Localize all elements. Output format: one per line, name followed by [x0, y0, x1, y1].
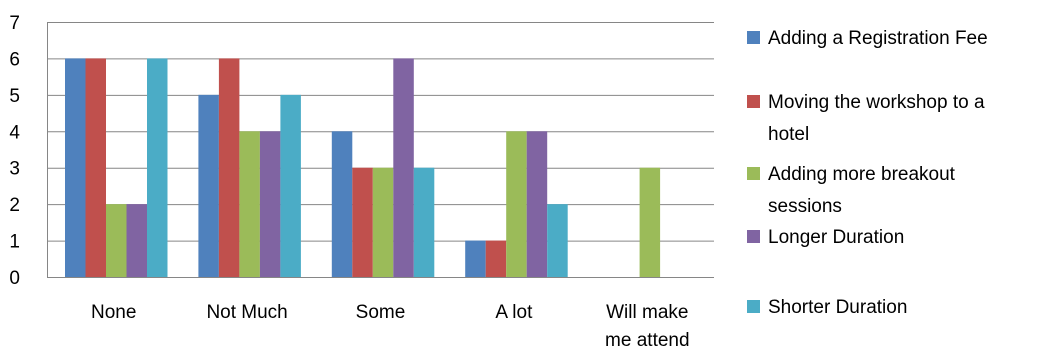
legend-label: Adding more breakout: [768, 164, 956, 185]
bar: [485, 240, 507, 277]
y-tick-label: 5: [9, 86, 20, 107]
y-tick-label: 4: [9, 122, 20, 143]
legend-label: sessions: [768, 196, 842, 217]
x-tick-label: Not Much: [206, 302, 287, 323]
legend-swatch: [747, 31, 760, 44]
bar: [239, 131, 260, 277]
legend-swatch: [747, 95, 760, 108]
bar: [147, 58, 168, 277]
x-tick-label: Will make: [606, 302, 688, 323]
y-tick-label: 7: [9, 13, 20, 34]
bar: [331, 131, 353, 277]
x-tick-label: Some: [356, 302, 406, 323]
bar: [372, 167, 394, 277]
bar: [393, 58, 414, 277]
legend-swatch: [747, 300, 760, 313]
x-tick-label: None: [91, 302, 136, 323]
legend: Adding a Registration Fee Moving the work…: [747, 28, 988, 318]
legend-swatch: [747, 230, 760, 243]
bar: [465, 240, 486, 277]
x-axis: None Not Much Some A lot Will make me attend: [47, 277, 714, 351]
legend-label: hotel: [768, 124, 809, 145]
bar: [126, 204, 147, 277]
bars: [65, 58, 661, 277]
y-tick-label: 6: [9, 49, 20, 70]
legend-label: Longer Duration: [768, 227, 904, 248]
x-tick-label: me attend: [605, 330, 690, 351]
bar: [106, 204, 127, 277]
bar: [639, 167, 661, 277]
legend-label: Moving the workshop to a: [768, 92, 985, 113]
x-tick-label: A lot: [495, 302, 533, 323]
y-tick-label: 0: [9, 268, 20, 289]
bar: [413, 167, 435, 277]
legend-label: Adding a Registration Fee: [768, 28, 988, 49]
y-axis: 0 1 2 3 4 5 6 7: [9, 13, 48, 289]
legend-label: Shorter Duration: [768, 297, 907, 318]
bar: [280, 94, 301, 277]
bar: [218, 58, 240, 277]
y-tick-label: 2: [9, 195, 20, 216]
bar: [506, 131, 527, 277]
legend-swatch: [747, 167, 760, 180]
y-tick-label: 1: [9, 232, 20, 253]
bar: [547, 204, 568, 277]
bar: [198, 94, 219, 277]
y-tick-label: 3: [9, 159, 20, 180]
bar: [352, 167, 373, 277]
bar: [526, 131, 548, 277]
bar: [259, 131, 281, 277]
bar: [85, 58, 106, 277]
bar: [65, 58, 86, 277]
